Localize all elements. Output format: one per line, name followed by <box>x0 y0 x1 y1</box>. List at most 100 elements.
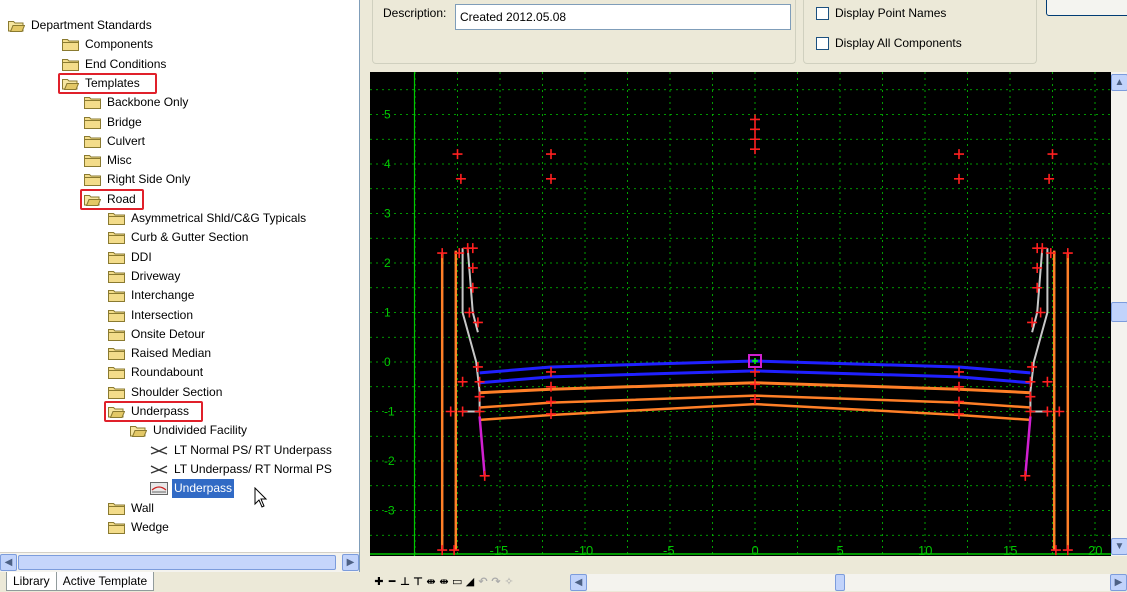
left-footing-line <box>478 416 486 476</box>
tree-item[interactable]: Underpass <box>150 479 235 499</box>
tree-item[interactable]: Interchange <box>108 286 196 305</box>
tree-item[interactable]: Raised Median <box>108 344 213 363</box>
tree-horizontal-scrollbar[interactable]: ◀ ▶ <box>0 552 359 572</box>
component-icon[interactable]: ◢ <box>465 575 475 588</box>
tree-item[interactable]: Culvert <box>84 132 147 151</box>
tree-item[interactable]: Underpass <box>108 402 191 421</box>
folder-open-icon <box>62 77 79 90</box>
scroll-right-button[interactable]: ▶ <box>342 554 359 571</box>
tree-item-label: Underpass <box>131 404 190 418</box>
move-icon[interactable]: ⇹ <box>426 575 436 588</box>
canvas-horizontal-scrollbar[interactable]: ◀ ▶ <box>570 574 1127 591</box>
add-point-icon[interactable]: ⊥ <box>400 575 411 588</box>
tree-item[interactable]: Templates <box>62 74 142 93</box>
tree-item[interactable]: Bridge <box>84 113 144 132</box>
template-point <box>472 317 483 328</box>
move2-icon[interactable]: ⇹ <box>439 575 449 588</box>
tree-item[interactable]: Shoulder Section <box>108 383 224 402</box>
add-point2-icon[interactable]: ⊤ <box>413 575 424 588</box>
template-point <box>750 124 760 135</box>
tree-item[interactable]: Wall <box>108 499 156 518</box>
scroll-up-button[interactable]: ▲ <box>1111 74 1127 91</box>
tree-item[interactable]: Driveway <box>108 267 182 286</box>
folder-icon <box>84 135 101 148</box>
tree-item-label: Roundabount <box>131 365 204 380</box>
scroll-left-button[interactable]: ◀ <box>0 554 17 571</box>
x-tick-label: 20 <box>1088 543 1102 556</box>
folder-icon <box>108 366 125 380</box>
tab-active-template[interactable]: Active Template <box>55 572 155 591</box>
panel-tabs: Library Active Template <box>0 572 360 592</box>
folder-icon <box>84 154 101 168</box>
template-point <box>750 366 760 377</box>
tree-item-label: End Conditions <box>85 56 167 71</box>
canvas-scroll-left-button[interactable]: ◀ <box>570 574 587 591</box>
tree-item[interactable]: Right Side Only <box>84 170 192 189</box>
description-input[interactable]: Created 2012.05.08 <box>455 4 791 30</box>
tree-item[interactable]: Onsite Detour <box>108 325 207 344</box>
display-point-names-checkbox[interactable] <box>816 6 829 20</box>
folder-open-icon <box>84 193 101 206</box>
vscroll-thumb[interactable] <box>1111 302 1127 322</box>
tree-item[interactable]: Undivided Facility <box>130 421 249 440</box>
template-point <box>472 361 483 372</box>
canvas-hscroll-thumb[interactable] <box>835 574 845 591</box>
base-line-3 <box>479 402 1031 422</box>
origin-marker <box>748 354 762 369</box>
display-point-names-row[interactable]: Display Point Names <box>816 6 946 20</box>
template-point <box>1054 406 1065 417</box>
template-point <box>452 149 463 160</box>
canvas-scroll-right-button[interactable]: ▶ <box>1110 574 1127 591</box>
display-all-components-checkbox[interactable] <box>816 36 829 50</box>
tree-item[interactable]: DDI <box>108 248 154 267</box>
tree-item[interactable]: Backbone Only <box>84 93 190 112</box>
tree-item[interactable]: Components <box>62 35 155 54</box>
dynamic-icon[interactable]: ✧ <box>504 575 514 588</box>
template-point <box>1032 262 1043 273</box>
tree-item[interactable]: LT Normal PS/ RT Underpass <box>150 441 334 460</box>
minus-icon[interactable]: ━ <box>388 575 396 588</box>
template-point <box>457 376 468 387</box>
scroll-down-button[interactable]: ▼ <box>1111 538 1127 555</box>
x-tick-label: -5 <box>663 543 675 556</box>
scroll-thumb[interactable] <box>18 555 336 570</box>
tree-item-label: Asymmetrical Shld/C&G Typicals <box>131 211 307 225</box>
redo-icon[interactable]: ↷ <box>491 575 501 588</box>
tree-item-label: Undivided Facility <box>153 423 248 438</box>
tree-item[interactable]: Roundabount <box>108 363 205 382</box>
tree-item-label: Shoulder Section <box>131 384 223 399</box>
tree-item[interactable]: Wedge <box>108 518 171 537</box>
folder-icon <box>108 521 125 534</box>
tree-item-label: Wedge <box>131 519 169 534</box>
folder-open-icon <box>130 424 147 438</box>
tree-item[interactable]: End Conditions <box>62 55 168 74</box>
template-point <box>1042 406 1053 417</box>
tab-library[interactable]: Library <box>6 572 57 591</box>
tree-item-label: Components <box>85 37 154 52</box>
tree-item[interactable]: LT Underpass/ RT Normal PS <box>150 460 334 479</box>
tree-item-label: Driveway <box>131 268 181 283</box>
template-canvas[interactable]: 5 4 3 2 1 0 -1 -2 -3 -15 -10 -5 0 5 10 15 20 <box>370 72 1111 558</box>
template-point <box>464 307 475 318</box>
tree-item[interactable]: Intersection <box>108 306 195 325</box>
tree-item[interactable]: Department Standards <box>8 16 154 35</box>
template-selected-icon <box>150 482 168 496</box>
y-tick-label: 0 <box>384 355 391 369</box>
template-point <box>954 173 964 184</box>
folder-icon <box>108 309 125 322</box>
tree-item[interactable]: Misc <box>84 151 134 170</box>
display-all-components-row[interactable]: Display All Components <box>816 36 962 50</box>
tree-item[interactable]: Curb & Gutter Section <box>108 228 250 247</box>
top-right-button[interactable] <box>1046 0 1127 16</box>
tree-item[interactable]: Asymmetrical Shld/C&G Typicals <box>108 209 308 228</box>
window-icon[interactable]: ▭ <box>452 575 463 588</box>
canvas-vertical-scrollbar[interactable]: ▲ ▼ <box>1111 72 1127 556</box>
template-point <box>1062 248 1073 259</box>
folder-icon <box>108 251 125 264</box>
undo-icon[interactable]: ↶ <box>478 575 488 588</box>
plus-icon[interactable]: ✚ <box>374 575 384 588</box>
tree-item[interactable]: Road <box>84 190 138 209</box>
y-tick-label: 3 <box>384 207 391 221</box>
tree-item-label: Misc <box>107 153 132 168</box>
